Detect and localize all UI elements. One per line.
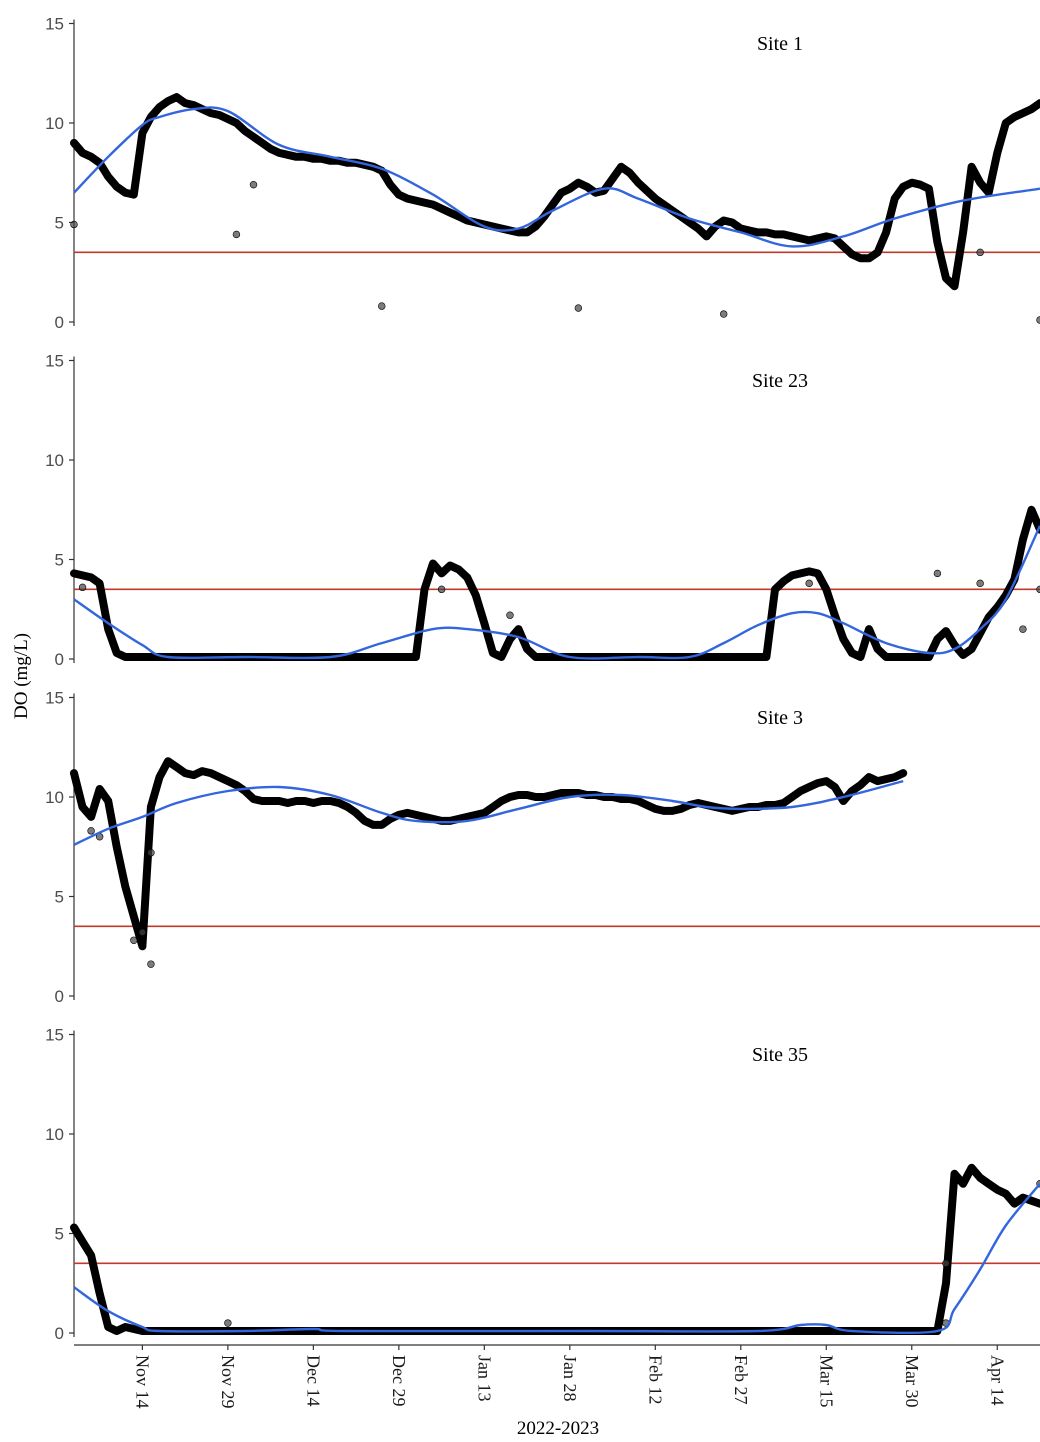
x-tick-label: Feb 12	[645, 1355, 665, 1405]
site-35-observed-point	[224, 1319, 232, 1327]
x-axis: Nov 14 Nov 29 Dec 14 Dec 29 Jan 13 Jan 28 Feb …	[74, 1344, 1040, 1409]
site-23-observed-point	[933, 569, 942, 578]
site-3-observed-point	[138, 928, 147, 937]
site-3-observed-point	[130, 936, 138, 944]
x-axis-title: 2022-2023	[517, 1418, 599, 1439]
x-tick-label: Mar 15	[816, 1355, 836, 1408]
site-1-observed-point	[70, 220, 78, 229]
site-23-y-tick-label: 10	[45, 451, 64, 470]
site-35-y-tick-label: 15	[45, 1026, 64, 1045]
site-1-observed-point	[232, 230, 241, 239]
site-35-y-tick-label: 5	[55, 1225, 64, 1244]
site-23-observed-point	[78, 583, 87, 592]
site-35-y-tick-label: 10	[45, 1125, 64, 1144]
site-3-observed-point	[147, 849, 155, 857]
x-tick-label: Jan 13	[474, 1355, 494, 1402]
site-1-y-tick-label: 0	[55, 313, 64, 332]
site-1-observed-point	[249, 180, 258, 189]
site-1-y-tick-label: 5	[55, 214, 64, 233]
site-1-observed-point	[1036, 316, 1040, 324]
site-3-title: Site 3	[757, 707, 803, 729]
x-tick-label: Mar 30	[902, 1355, 922, 1408]
site-3-y-tick-label: 15	[45, 689, 64, 708]
site-3-y-tick-label: 10	[45, 788, 64, 807]
site-23-smooth-curve	[73, 525, 1040, 660]
site-1-observed-point	[719, 310, 728, 318]
site-1-smooth-curve	[73, 106, 1040, 248]
site-35-title: Site 35	[752, 1044, 808, 1066]
x-tick-label: Feb 27	[731, 1355, 751, 1405]
y-axis-title: DO (mg/L)	[11, 633, 32, 719]
site-3-smooth-curve	[73, 779, 904, 846]
site-23-observed-point	[805, 579, 813, 588]
site-1-panel: 0 5 10 15 Site 1	[45, 15, 1040, 332]
site-35-observed-series	[70, 1163, 1040, 1335]
site-35-observed-point	[942, 1259, 950, 1268]
site-35-y-tick-label: 0	[55, 1324, 64, 1343]
site-3-observed-series	[70, 757, 908, 951]
x-tick-label: Nov 14	[132, 1355, 152, 1409]
site-panels: 0 5 10 15 Site 1 0 5 10 15 Site 23 0 5 10 15 Site 3 0 5 1…	[45, 15, 1040, 1343]
site-1-y-tick-label: 10	[45, 114, 64, 133]
site-23-observed-point	[1019, 625, 1027, 633]
site-23-observed-point	[506, 611, 514, 619]
site-1-observed-point	[574, 304, 583, 312]
site-23-y-tick-label: 5	[55, 551, 64, 570]
site-1-title: Site 1	[757, 33, 803, 55]
x-tick-label: Dec 14	[303, 1355, 323, 1406]
site-23-observed-point	[437, 585, 446, 594]
site-35-smooth-curve	[73, 1183, 1040, 1335]
site-23-y-tick-label: 0	[55, 650, 64, 669]
x-tick-label: Jan 28	[560, 1355, 580, 1402]
site-23-panel: 0 5 10 15 Site 23	[45, 352, 1040, 669]
site-3-observed-point	[87, 827, 95, 835]
site-23-observed-series	[70, 505, 1040, 661]
site-23-title: Site 23	[752, 370, 808, 392]
site-23-observed-point	[1036, 585, 1040, 594]
site-1-observed-point	[378, 302, 386, 310]
site-1-observed-point	[976, 248, 984, 257]
site-3-panel: 0 5 10 15 Site 3	[45, 689, 1040, 1006]
site-3-y-tick-label: 0	[55, 987, 64, 1006]
site-23-observed-point	[976, 579, 984, 588]
x-tick-label: Dec 29	[389, 1355, 409, 1406]
x-tick-label: Nov 29	[218, 1355, 238, 1409]
site-3-observed-point	[147, 960, 155, 968]
site-3-y-tick-label: 5	[55, 888, 64, 907]
site-23-y-tick-label: 15	[45, 352, 64, 371]
site-1-observed-series	[70, 93, 1040, 291]
x-tick-label: Apr 14	[987, 1355, 1007, 1406]
site-35-panel: 0 5 10 15 Site 35	[45, 1026, 1040, 1343]
site-1-y-tick-label: 15	[45, 15, 64, 34]
